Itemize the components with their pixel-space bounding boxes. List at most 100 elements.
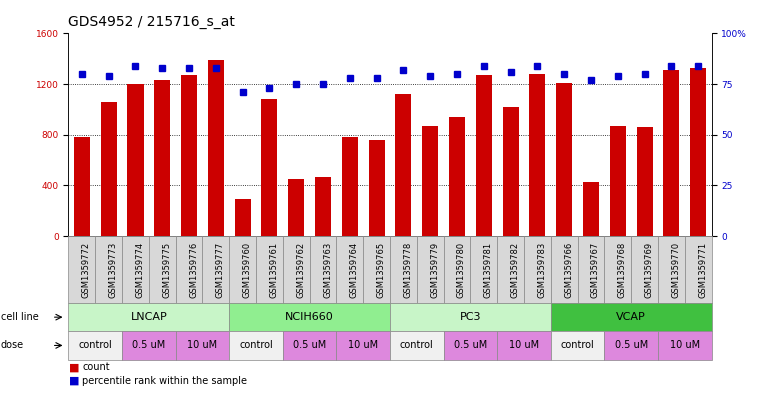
Text: GSM1359767: GSM1359767 xyxy=(591,241,600,298)
Bar xyxy=(100,102,116,236)
Text: VCAP: VCAP xyxy=(616,312,646,322)
Text: GSM1359777: GSM1359777 xyxy=(216,241,224,298)
Bar xyxy=(262,99,278,236)
Text: GSM1359769: GSM1359769 xyxy=(645,242,654,298)
Text: 10 uM: 10 uM xyxy=(509,340,539,351)
Bar xyxy=(310,236,336,303)
Bar xyxy=(68,303,229,331)
Bar xyxy=(336,331,390,360)
Bar xyxy=(551,331,604,360)
Bar xyxy=(604,236,631,303)
Bar xyxy=(181,75,197,236)
Text: GSM1359779: GSM1359779 xyxy=(430,242,439,298)
Bar xyxy=(234,199,250,236)
Text: GSM1359775: GSM1359775 xyxy=(162,242,171,298)
Bar xyxy=(449,117,465,236)
Bar xyxy=(556,83,572,236)
Text: GSM1359783: GSM1359783 xyxy=(537,241,546,298)
Text: GSM1359773: GSM1359773 xyxy=(109,241,118,298)
Text: control: control xyxy=(78,340,112,351)
Text: dose: dose xyxy=(1,340,24,351)
Bar xyxy=(524,236,551,303)
Bar xyxy=(658,236,685,303)
Bar xyxy=(95,236,122,303)
Text: cell line: cell line xyxy=(1,312,39,322)
Bar xyxy=(68,331,122,360)
Text: GSM1359765: GSM1359765 xyxy=(377,242,386,298)
Bar xyxy=(202,236,229,303)
Text: PC3: PC3 xyxy=(460,312,481,322)
Bar xyxy=(658,331,712,360)
Bar xyxy=(149,236,176,303)
Text: 10 uM: 10 uM xyxy=(187,340,218,351)
Bar xyxy=(690,68,706,236)
Bar xyxy=(256,236,283,303)
Text: LNCAP: LNCAP xyxy=(130,312,167,322)
Bar xyxy=(288,179,304,236)
Bar xyxy=(176,331,229,360)
Text: GSM1359781: GSM1359781 xyxy=(484,242,493,298)
Bar xyxy=(283,236,310,303)
Text: percentile rank within the sample: percentile rank within the sample xyxy=(82,376,247,386)
Bar xyxy=(390,331,444,360)
Bar xyxy=(154,80,170,236)
Bar xyxy=(664,70,680,236)
Bar xyxy=(470,236,497,303)
Text: GSM1359764: GSM1359764 xyxy=(350,242,359,298)
Text: 10 uM: 10 uM xyxy=(670,340,700,351)
Text: GSM1359766: GSM1359766 xyxy=(564,241,573,298)
Bar xyxy=(583,182,599,236)
Text: GSM1359771: GSM1359771 xyxy=(698,242,707,298)
Bar xyxy=(497,236,524,303)
Text: GSM1359782: GSM1359782 xyxy=(511,242,520,298)
Bar xyxy=(336,236,363,303)
Text: 0.5 uM: 0.5 uM xyxy=(454,340,487,351)
Text: GSM1359778: GSM1359778 xyxy=(403,241,412,298)
Bar xyxy=(551,236,578,303)
Text: NCIH660: NCIH660 xyxy=(285,312,334,322)
Text: GSM1359761: GSM1359761 xyxy=(269,242,279,298)
Bar xyxy=(229,303,390,331)
Text: 0.5 uM: 0.5 uM xyxy=(293,340,326,351)
Bar xyxy=(604,331,658,360)
Bar xyxy=(368,140,384,236)
Bar xyxy=(530,74,546,236)
Bar xyxy=(342,137,358,236)
Bar xyxy=(122,236,149,303)
Text: GSM1359776: GSM1359776 xyxy=(189,241,198,298)
Bar xyxy=(176,236,202,303)
Bar xyxy=(502,107,519,236)
Text: 10 uM: 10 uM xyxy=(348,340,378,351)
Bar xyxy=(444,236,470,303)
Bar xyxy=(68,236,95,303)
Bar xyxy=(685,236,712,303)
Text: ■: ■ xyxy=(68,376,79,386)
Bar xyxy=(422,126,438,236)
Text: GDS4952 / 215716_s_at: GDS4952 / 215716_s_at xyxy=(68,15,235,29)
Bar xyxy=(610,126,626,236)
Bar xyxy=(283,331,336,360)
Text: control: control xyxy=(400,340,434,351)
Bar xyxy=(636,127,653,236)
Bar xyxy=(390,303,551,331)
Bar xyxy=(315,176,331,236)
Bar xyxy=(476,75,492,236)
Bar xyxy=(444,331,497,360)
Bar xyxy=(578,236,604,303)
Text: 0.5 uM: 0.5 uM xyxy=(615,340,648,351)
Bar xyxy=(417,236,444,303)
Bar xyxy=(363,236,390,303)
Bar xyxy=(396,94,412,236)
Text: GSM1359763: GSM1359763 xyxy=(323,241,332,298)
Bar xyxy=(497,331,551,360)
Text: GSM1359774: GSM1359774 xyxy=(135,242,145,298)
Text: GSM1359770: GSM1359770 xyxy=(671,242,680,298)
Bar xyxy=(122,331,176,360)
Text: GSM1359768: GSM1359768 xyxy=(618,241,627,298)
Text: ■: ■ xyxy=(68,362,79,373)
Text: count: count xyxy=(82,362,110,373)
Bar xyxy=(390,236,417,303)
Bar xyxy=(74,137,90,236)
Bar xyxy=(551,303,712,331)
Bar xyxy=(208,60,224,236)
